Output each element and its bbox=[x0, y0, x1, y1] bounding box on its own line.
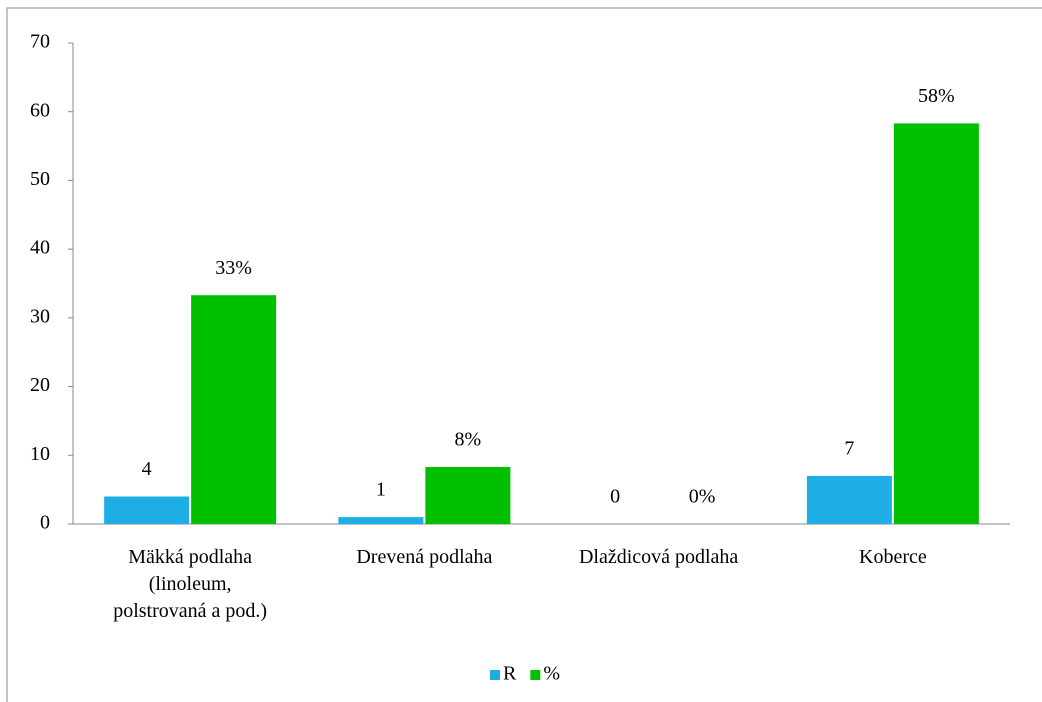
value-label: 8% bbox=[455, 429, 482, 451]
bar bbox=[893, 123, 979, 524]
frame bbox=[6, 7, 1042, 702]
y-tick-label: 70 bbox=[30, 31, 50, 53]
y-tick-label: 0 bbox=[40, 512, 50, 534]
bar bbox=[191, 295, 277, 524]
x-tick-label: Koberce bbox=[859, 546, 927, 568]
y-tick-label: 20 bbox=[30, 374, 50, 396]
legend-label: % bbox=[543, 663, 560, 685]
value-label: 33% bbox=[215, 257, 252, 279]
value-label: 4 bbox=[142, 458, 152, 480]
bar bbox=[338, 517, 424, 524]
y-tick-label: 30 bbox=[30, 305, 50, 327]
bar bbox=[425, 466, 511, 524]
legend-swatch bbox=[530, 670, 541, 680]
value-label: 7 bbox=[844, 437, 854, 459]
y-tick-label: 60 bbox=[30, 99, 50, 121]
x-tick-label: Drevená podlaha bbox=[356, 546, 493, 568]
x-tick-label: Mäkká podlaha (linoleum, polstrovaná a p… bbox=[113, 546, 268, 622]
legend-label: R bbox=[503, 663, 517, 685]
legend-swatch bbox=[490, 670, 500, 680]
value-label: 0 bbox=[610, 486, 620, 508]
y-tick-label: 10 bbox=[30, 443, 50, 465]
value-label: 1 bbox=[376, 479, 386, 501]
value-label: 58% bbox=[918, 85, 955, 107]
bar bbox=[104, 496, 190, 524]
value-label: 0% bbox=[689, 486, 716, 508]
y-tick-label: 50 bbox=[30, 168, 50, 190]
bar bbox=[806, 475, 892, 524]
x-tick-label: Dlaždicová podlaha bbox=[578, 546, 739, 568]
y-tick-label: 40 bbox=[30, 237, 50, 259]
